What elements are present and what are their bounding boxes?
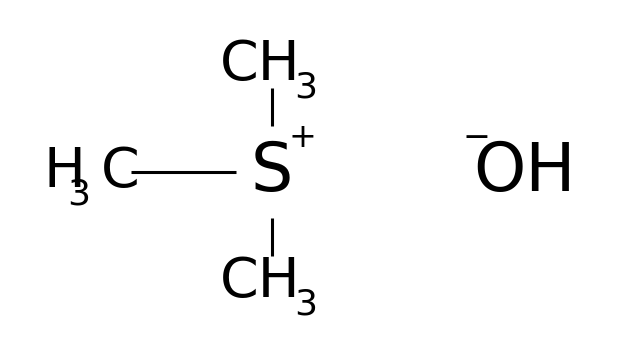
Text: OH: OH (474, 139, 576, 205)
Text: H: H (44, 145, 85, 199)
Text: 3: 3 (294, 71, 317, 105)
Text: +: + (289, 121, 317, 154)
Text: CH: CH (220, 39, 301, 92)
Text: 3: 3 (67, 178, 90, 211)
Text: CH: CH (220, 255, 301, 309)
Text: −: − (463, 121, 491, 154)
Text: C: C (101, 145, 140, 199)
Text: 3: 3 (294, 288, 317, 321)
Text: S: S (251, 139, 293, 205)
